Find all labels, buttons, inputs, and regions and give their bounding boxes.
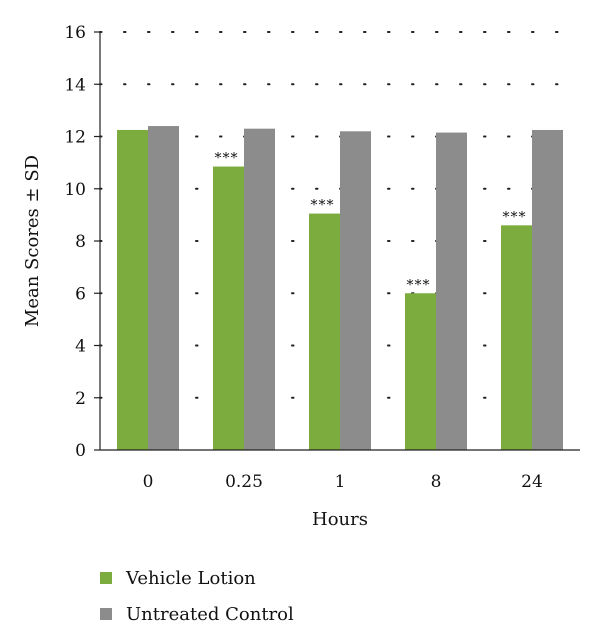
- bar: [148, 126, 179, 451]
- y-tick-label: 16: [64, 23, 86, 43]
- legend-swatch-vehicle-lotion: [100, 572, 112, 584]
- legend-item-vehicle-lotion: Vehicle Lotion: [100, 560, 294, 596]
- bar: [244, 128, 275, 450]
- y-tick-label: 12: [64, 128, 86, 148]
- bar: [117, 129, 148, 450]
- bar: [532, 129, 563, 450]
- significance-label: ***: [407, 277, 431, 293]
- x-tick-label: 0.25: [225, 472, 263, 492]
- significance-label: ***: [215, 151, 239, 167]
- y-tick-labels: 0 2 4 6 8 10 12 14 16: [64, 23, 86, 461]
- y-tick-label: 14: [64, 75, 86, 95]
- x-tick-labels: 0 0.25 1 8 24: [143, 472, 543, 492]
- bars: [117, 126, 563, 451]
- legend-label-vehicle-lotion: Vehicle Lotion: [126, 567, 256, 589]
- axes: [94, 31, 580, 451]
- x-tick-label: 24: [521, 472, 543, 492]
- bar: [501, 225, 532, 450]
- y-tick-label: 2: [75, 389, 86, 409]
- x-tick-label: 0: [143, 472, 154, 492]
- x-axis-title: Hours: [312, 509, 368, 530]
- legend-swatch-untreated-control: [100, 608, 112, 620]
- legend-item-untreated-control: Untreated Control: [100, 596, 294, 632]
- y-tick-label: 6: [75, 284, 86, 304]
- significance-label: ***: [503, 209, 527, 225]
- legend: Vehicle Lotion Untreated Control: [100, 560, 294, 632]
- y-tick-label: 8: [75, 232, 86, 252]
- y-tick-label: 4: [75, 337, 86, 357]
- bar: [436, 132, 467, 451]
- significance-markers: *** *** *** ***: [215, 151, 527, 294]
- significance-label: ***: [311, 198, 335, 214]
- bar: [405, 293, 436, 450]
- bar: [309, 213, 340, 450]
- y-axis-title: Mean Scores ± SD: [22, 155, 43, 327]
- bar: [213, 166, 244, 450]
- x-tick-label: 1: [335, 472, 346, 492]
- x-tick-label: 8: [431, 472, 442, 492]
- y-tick-label: 0: [75, 441, 86, 461]
- legend-label-untreated-control: Untreated Control: [126, 603, 294, 625]
- y-tick-label: 10: [64, 180, 86, 200]
- bar: [340, 131, 371, 450]
